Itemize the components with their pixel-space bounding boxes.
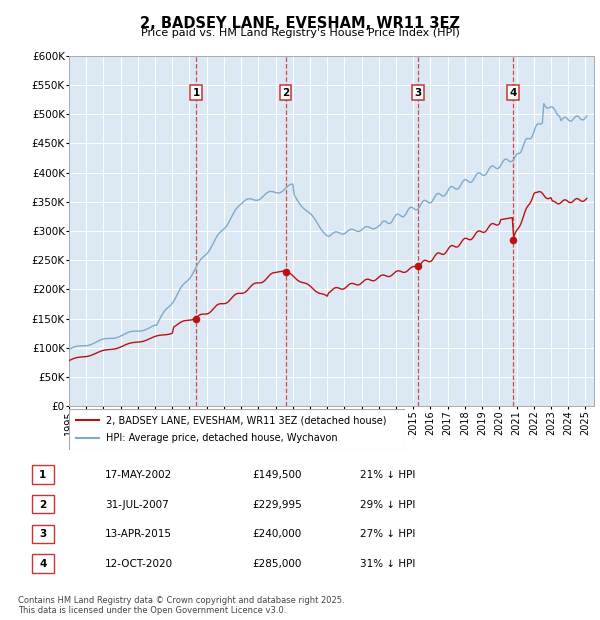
Text: 4: 4 <box>509 87 517 97</box>
Text: 27% ↓ HPI: 27% ↓ HPI <box>360 529 415 539</box>
Point <box>191 314 201 324</box>
Text: Contains HM Land Registry data © Crown copyright and database right 2025.
This d: Contains HM Land Registry data © Crown c… <box>18 596 344 615</box>
Text: £229,995: £229,995 <box>252 500 302 510</box>
Text: 3: 3 <box>39 529 47 539</box>
Text: 12-OCT-2020: 12-OCT-2020 <box>105 559 173 569</box>
Text: 2: 2 <box>39 500 47 510</box>
Text: 2, BADSEY LANE, EVESHAM, WR11 3EZ: 2, BADSEY LANE, EVESHAM, WR11 3EZ <box>140 16 460 30</box>
Text: 2: 2 <box>282 87 289 97</box>
Text: 29% ↓ HPI: 29% ↓ HPI <box>360 500 415 510</box>
Text: 1: 1 <box>39 470 47 480</box>
Text: HPI: Average price, detached house, Wychavon: HPI: Average price, detached house, Wych… <box>106 433 338 443</box>
Text: 4: 4 <box>39 559 47 569</box>
Text: 2, BADSEY LANE, EVESHAM, WR11 3EZ (detached house): 2, BADSEY LANE, EVESHAM, WR11 3EZ (detac… <box>106 415 386 425</box>
Text: 17-MAY-2002: 17-MAY-2002 <box>105 470 172 480</box>
Point <box>281 267 290 277</box>
Text: 31% ↓ HPI: 31% ↓ HPI <box>360 559 415 569</box>
Text: 3: 3 <box>415 87 422 97</box>
FancyBboxPatch shape <box>69 409 405 450</box>
Text: 1: 1 <box>193 87 200 97</box>
Text: £149,500: £149,500 <box>252 470 302 480</box>
Point <box>413 261 423 271</box>
Text: £240,000: £240,000 <box>252 529 301 539</box>
Point <box>508 235 518 245</box>
Text: 21% ↓ HPI: 21% ↓ HPI <box>360 470 415 480</box>
Text: £285,000: £285,000 <box>252 559 301 569</box>
Text: 31-JUL-2007: 31-JUL-2007 <box>105 500 169 510</box>
Text: Price paid vs. HM Land Registry's House Price Index (HPI): Price paid vs. HM Land Registry's House … <box>140 28 460 38</box>
Text: 13-APR-2015: 13-APR-2015 <box>105 529 172 539</box>
